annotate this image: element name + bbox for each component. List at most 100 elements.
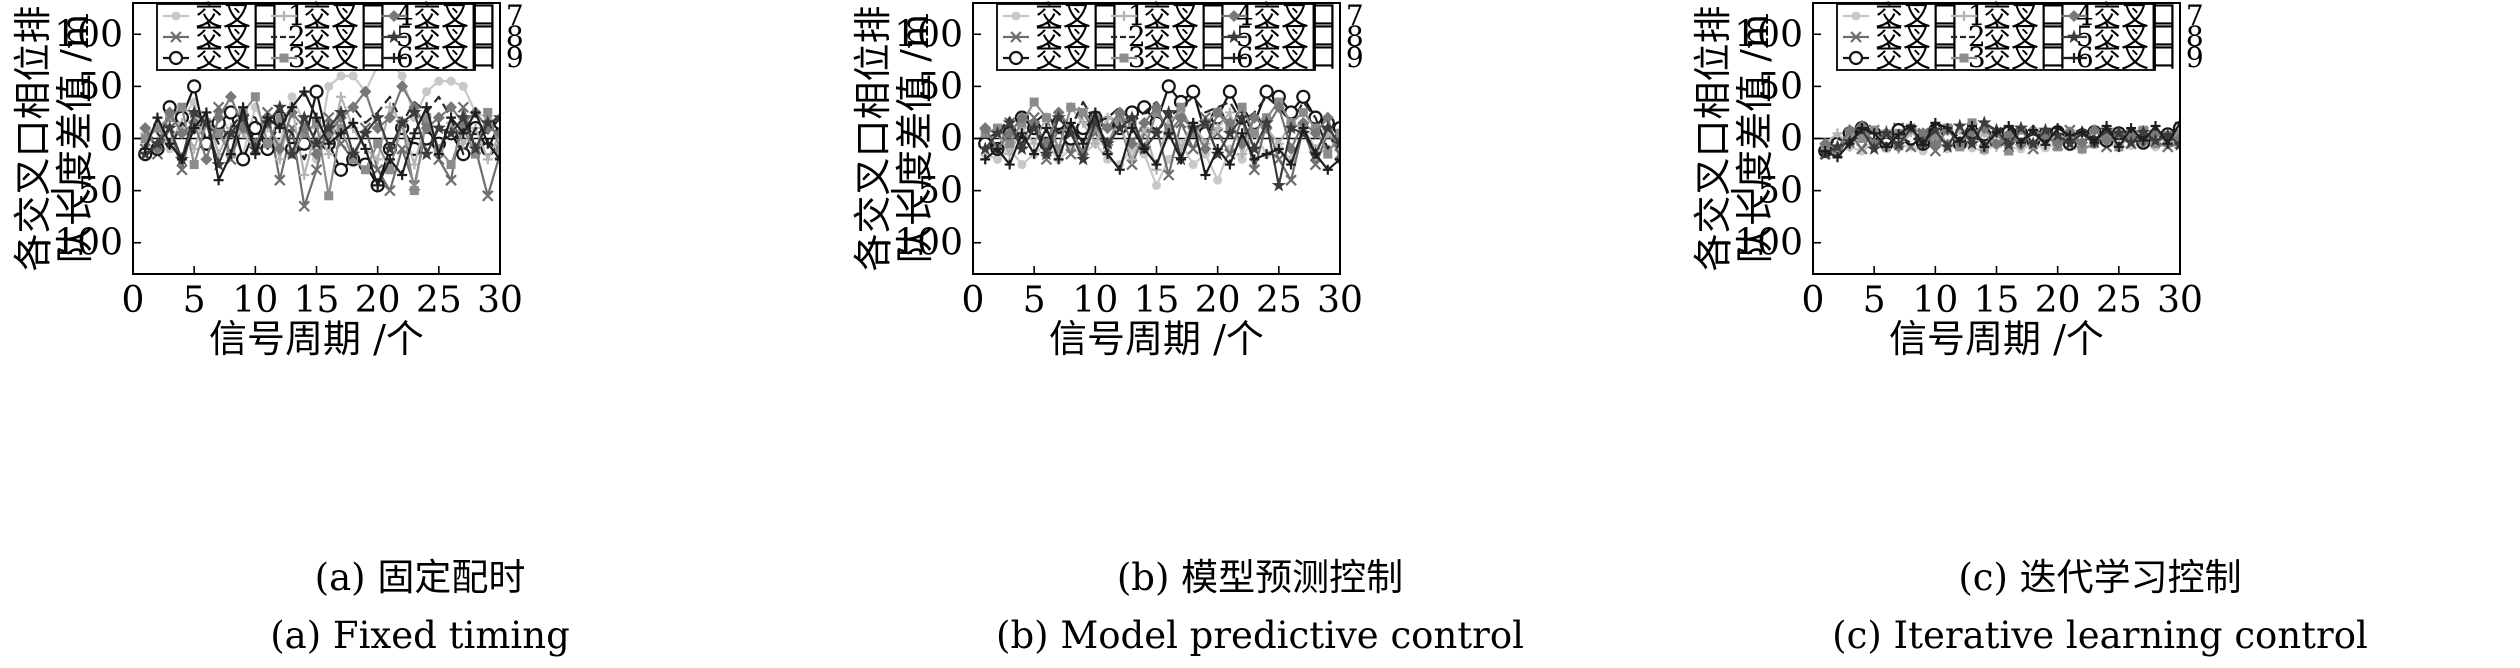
data-point [1078, 117, 1089, 128]
y-tick-label: 100 [1734, 14, 1803, 55]
data-point [2088, 124, 2101, 137]
legend-marker [389, 53, 399, 63]
data-point [372, 180, 383, 191]
data-point [1162, 169, 1175, 181]
data-point [1271, 177, 1286, 192]
data-point [273, 142, 286, 155]
data-point [2004, 146, 2014, 156]
data-point [2028, 125, 2039, 136]
data-point [446, 160, 456, 170]
x-tick-label: 30 [477, 280, 523, 321]
data-point [992, 143, 1003, 154]
data-point [1100, 136, 1115, 150]
data-point [336, 123, 346, 133]
data-point [2138, 135, 2149, 146]
data-point [1003, 127, 1016, 140]
data-point [177, 102, 187, 112]
data-point [1150, 101, 1163, 114]
data-point [2026, 136, 2041, 150]
data-point [445, 174, 457, 186]
data-point [224, 90, 237, 103]
data-point [2050, 127, 2065, 142]
data-point [495, 144, 500, 154]
data-point [238, 102, 249, 113]
data-point [1856, 123, 1867, 134]
data-point [494, 127, 500, 140]
data-point [1942, 123, 1953, 134]
caption-en-c: (c) Iterative learning control [1832, 614, 2368, 657]
data-point [1309, 158, 1322, 171]
legend-marker [2069, 53, 2079, 63]
data-point [2113, 141, 2124, 152]
data-point [335, 91, 346, 102]
data-point [1832, 152, 1843, 163]
legend-marker [1848, 50, 1864, 66]
data-point [1112, 120, 1127, 135]
data-point [990, 125, 1005, 140]
series-9 [1820, 117, 2180, 163]
data-point [324, 191, 334, 201]
data-point [321, 120, 336, 135]
data-point [162, 120, 177, 135]
legend-item-9: 交叉口 9 [2061, 41, 2204, 74]
data-point [150, 136, 165, 150]
data-point [482, 138, 493, 149]
data-point [1917, 127, 1930, 140]
legend-marker [171, 11, 181, 21]
data-point [139, 122, 152, 135]
data-point [201, 107, 212, 118]
data-point [287, 92, 297, 102]
legend-item-2: 交叉口 2 [1843, 20, 1986, 53]
data-point [309, 84, 324, 99]
data-point [1222, 125, 1237, 140]
data-point [2062, 136, 2077, 150]
data-point [2162, 138, 2173, 149]
data-point [384, 184, 396, 197]
y-tick-label: 50 [1757, 66, 1803, 107]
y-tick-label: 50 [917, 66, 963, 107]
data-point [1929, 138, 1942, 151]
data-point [458, 138, 469, 149]
data-point [397, 71, 407, 81]
data-point [373, 139, 383, 149]
data-point [333, 104, 349, 119]
x-tick-label: 25 [2096, 280, 2142, 321]
data-point [1004, 159, 1015, 170]
data-point [446, 112, 457, 123]
x-tick-label: 0 [1802, 280, 1825, 321]
data-point [2052, 123, 2063, 134]
data-point [1051, 110, 1066, 124]
data-point [495, 154, 500, 165]
y-axis-label-line: 各交叉口相位排 [1691, 5, 1735, 271]
legend-marker [1229, 53, 1239, 63]
chart-panel-a: 0 5 10 15 20 25 30 100 50 0 −50 −100 信号周期 /个 各交叉口相位排队… [0, 0, 840, 668]
data-point [1176, 102, 1186, 112]
y-tick-label: −100 [24, 223, 123, 264]
legend-item-8: 交叉口 8 [381, 20, 524, 53]
data-point [1930, 117, 1941, 128]
data-point [1149, 125, 1164, 140]
data-point [1174, 111, 1187, 124]
data-point [1212, 123, 1223, 134]
data-point [1977, 115, 1992, 129]
data-point [152, 112, 163, 123]
data-point [360, 143, 371, 154]
data-point [1929, 145, 1942, 157]
data-point [482, 154, 493, 165]
data-point [1273, 153, 1285, 166]
data-point [2175, 117, 2180, 128]
data-point [1127, 123, 1138, 134]
data-point [1918, 139, 1929, 150]
data-point [175, 127, 188, 140]
data-point [1029, 149, 1040, 160]
data-point [1891, 137, 1906, 151]
series-line-9 [144, 90, 500, 187]
data-point [1065, 117, 1076, 128]
data-point [978, 141, 993, 155]
data-point [1298, 107, 1308, 117]
data-point [2038, 122, 2053, 137]
data-point [1940, 139, 1955, 153]
legend-label: 交叉口 7 [1253, 0, 1364, 32]
data-point [1152, 180, 1161, 190]
